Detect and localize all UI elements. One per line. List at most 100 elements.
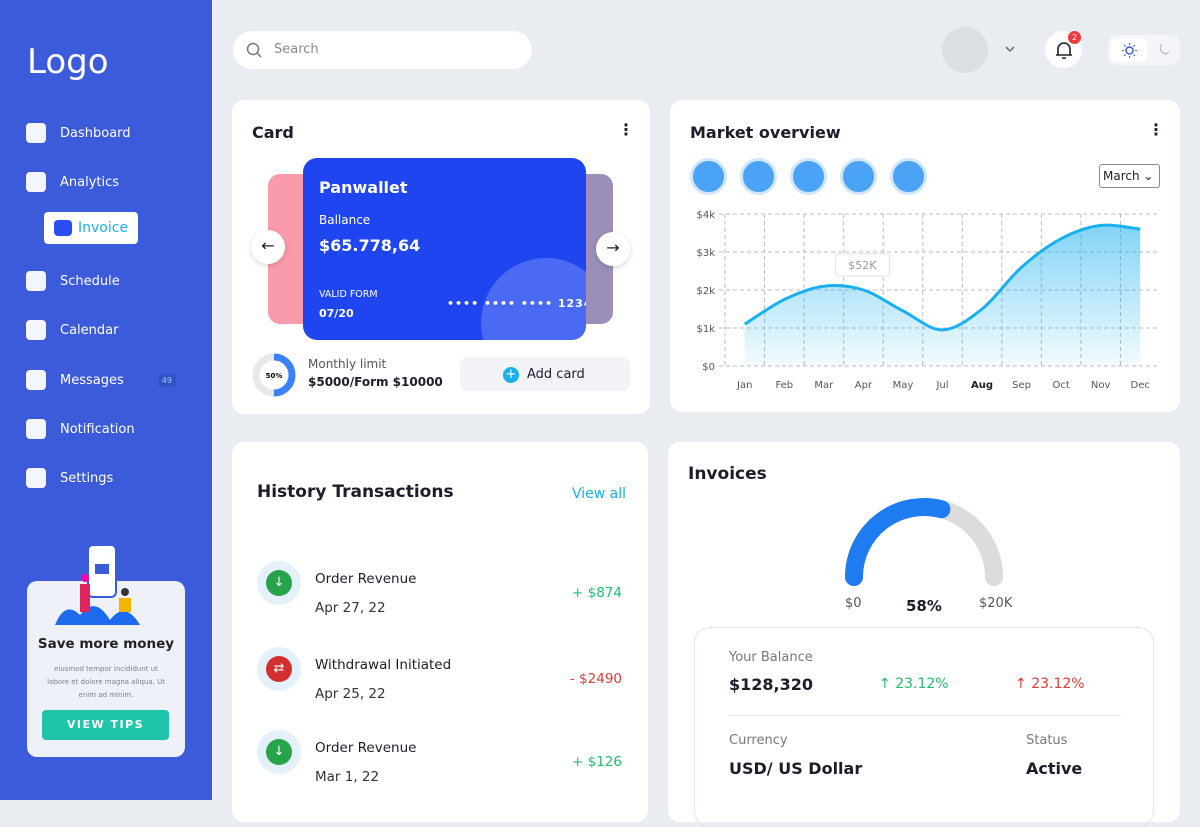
notification-button[interactable]: 2 <box>1045 31 1082 68</box>
x-tick-label: Aug <box>971 380 993 391</box>
add-card-button[interactable]: + Add card <box>460 357 630 391</box>
logo: Logo <box>27 42 109 82</box>
limit-text: $5000/Form $10000 <box>308 375 443 389</box>
nav-item[interactable]: Invoice <box>44 212 139 244</box>
period-label: March <box>1103 169 1140 183</box>
wallet-card: Panwallet Ballance $65.778,64 VALID FORM… <box>303 158 586 340</box>
panel-title: Invoices <box>688 464 767 484</box>
balance-label: Your Balance <box>729 650 813 665</box>
y-tick-label: $3k <box>696 248 715 259</box>
gauge-value: 58% <box>906 597 942 615</box>
donut-arc <box>252 353 296 397</box>
area <box>744 225 1141 366</box>
light-mode[interactable] <box>1111 38 1147 62</box>
tx-amount: + $126 <box>572 754 622 770</box>
promo-text: eiusmod tempor incididunt ut labore et d… <box>47 665 165 699</box>
view-tips-button[interactable]: VIEW TIPS <box>42 710 169 740</box>
x-tick-label: Jul <box>935 380 948 391</box>
tx-name: Order Revenue <box>315 740 417 756</box>
x-tick-label: Jan <box>736 380 752 391</box>
promo-title: Save more money <box>37 636 175 652</box>
card-balance: $65.778,64 <box>319 236 421 255</box>
panel-title: Market overview <box>690 123 841 142</box>
nav-icon <box>26 123 46 143</box>
balance-label: Ballance <box>319 213 371 227</box>
nav-item[interactable]: Messages 49 <box>26 370 176 390</box>
tooltip <box>834 253 890 277</box>
tx-amount: + $874 <box>572 585 622 601</box>
nav-icon <box>26 320 46 340</box>
coin-ltc[interactable] <box>840 158 877 195</box>
promo-card: Save more money eiusmod tempor incididun… <box>27 581 185 757</box>
tx-date: Apr 25, 22 <box>315 686 386 702</box>
x-tick-label: Feb <box>775 380 793 391</box>
nav-item[interactable]: Schedule <box>26 271 120 291</box>
nav-label: Settings <box>60 470 114 486</box>
tx-amount: - $2490 <box>569 671 622 687</box>
coin-sol[interactable] <box>890 158 927 195</box>
nav-icon <box>26 468 46 488</box>
nav-item[interactable]: Notification <box>26 419 135 439</box>
view-all-link[interactable]: View all <box>572 486 627 502</box>
nav-item[interactable]: Settings <box>26 468 113 488</box>
gauge <box>845 498 1003 586</box>
tx-icon-inner: ⇄ <box>266 656 292 682</box>
avatar[interactable] <box>942 27 988 73</box>
gauge-max: $20K <box>979 596 1013 611</box>
tooltip-label: $52K <box>848 259 877 272</box>
sun-icon <box>1122 43 1137 58</box>
line <box>743 223 1141 332</box>
search-placeholder: Search <box>274 42 319 57</box>
avatar-dropdown[interactable] <box>1004 44 1016 54</box>
valid-date: 07/20 <box>319 307 354 320</box>
y-tick-label: $4k <box>696 210 715 221</box>
nav-item[interactable]: Calendar <box>26 320 118 340</box>
nav-label: Schedule <box>60 273 120 289</box>
coin-bnb[interactable] <box>790 158 827 195</box>
menu-dots[interactable]: ⋮ <box>618 120 634 139</box>
invoices-panel: Invoices $0 58% $20K Your Balance $128,3… <box>668 442 1180 827</box>
balance-box: Your Balance $128,320 ↑ 23.12% ↑ 23.12% … <box>694 627 1154 827</box>
valid-label: VALID FORM <box>319 289 378 300</box>
nav-label: Calendar <box>60 322 119 338</box>
nav-badge: 49 <box>157 373 176 387</box>
tx-icon-inner: ↓ <box>266 570 292 596</box>
market-chart: $0 $1k $2k $3k $4k Jan Feb Mar Apr May Jul Aug Sep Oc… <box>696 210 1160 391</box>
nav-icon <box>26 370 46 390</box>
sidebar: Logo Save more money eiusmod tempor inci… <box>0 0 212 800</box>
theme-toggle[interactable] <box>1108 35 1180 65</box>
x-tick-label: Nov <box>1091 380 1111 391</box>
card-brand: Panwallet <box>319 178 408 197</box>
next-button[interactable]: → <box>596 232 630 266</box>
card-panel: Card ⋮ Panwallet Ballance $65.778,64 VAL… <box>232 100 650 414</box>
change-down: ↑ 23.12% <box>1015 676 1085 692</box>
nav-label: Notification <box>60 421 135 437</box>
tx-icon-inner: ↓ <box>266 739 292 765</box>
card-number: •••• •••• •••• 1234 <box>447 297 586 310</box>
coin-eth[interactable] <box>740 158 777 195</box>
x-tick-label: Mar <box>814 380 834 391</box>
panel-title: History Transactions <box>257 482 454 502</box>
balance-value: $128,320 <box>729 675 814 694</box>
notification-badge: 2 <box>1068 31 1081 44</box>
period-select[interactable]: March ⌄ <box>1099 164 1160 188</box>
nav-icon <box>26 172 46 192</box>
prev-button[interactable]: ← <box>251 230 285 264</box>
tx-name: Order Revenue <box>315 571 417 587</box>
add-card-label: Add card <box>527 367 585 382</box>
nav-icon <box>26 271 46 291</box>
tx-date: Mar 1, 22 <box>315 769 380 785</box>
limit-donut: 50% <box>252 353 296 397</box>
tx-icon: ↓ <box>257 561 301 605</box>
status-label: Status <box>1026 733 1068 748</box>
menu-dots[interactable]: ⋮ <box>1148 120 1164 139</box>
bell-icon <box>1056 42 1072 59</box>
search-box[interactable]: Search <box>233 31 532 69</box>
coin-btc[interactable] <box>690 158 727 195</box>
y-tick-label: $2k <box>696 286 715 297</box>
x-tick-label: Oct <box>1052 380 1069 391</box>
nav-item[interactable]: Dashboard <box>26 123 131 143</box>
nav-item[interactable]: Analytics <box>26 172 119 192</box>
x-tick-label: Sep <box>1012 380 1031 391</box>
